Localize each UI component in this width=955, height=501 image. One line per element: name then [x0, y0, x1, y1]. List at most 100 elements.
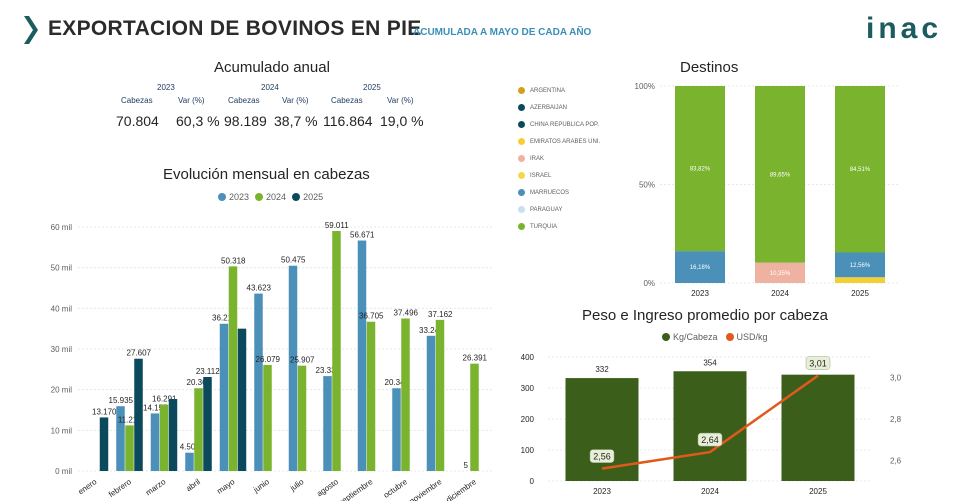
destinos-legend-item[interactable]: EMIRATOS ARABES UNI.	[518, 133, 600, 150]
peso-legend: Kg/Cabeza USD/kg	[662, 332, 768, 342]
data-label: 16,18%	[690, 265, 711, 271]
x-tick-label: marzo	[144, 477, 168, 497]
x-tick-label: 2025	[809, 487, 827, 496]
x-tick-label: 2023	[593, 487, 611, 496]
destinos-stacked-chart: 0% 50% 100% 16,18% 83,82% 2023 10,35% 89,65% 202…	[635, 82, 900, 298]
destinos-legend-item[interactable]: ISRAEL	[518, 167, 600, 184]
x-tick-label: octubre	[382, 477, 409, 500]
data-label: 20.349	[385, 378, 410, 387]
y-tick-label: 0 mil	[55, 467, 72, 476]
legend-item-usd[interactable]: USD/kg	[725, 332, 768, 342]
bar-2023	[116, 406, 125, 471]
x-tick-label: 2024	[771, 289, 789, 298]
stack-segment-marruecos	[835, 252, 885, 278]
destinos-legend-item[interactable]: PARAGUAY	[518, 201, 600, 218]
legend-swatch	[292, 193, 301, 201]
kpi-var-value: 60,3 %	[176, 113, 220, 129]
destinos-legend-item[interactable]: CHINA REPUBLICA POP.	[518, 116, 600, 133]
bar-2024	[297, 365, 307, 471]
stack-segment-emiratos-arabes-uni-	[835, 277, 885, 283]
bar-2024	[435, 319, 445, 471]
bar-2023	[254, 293, 263, 471]
monthly-bar-chart: 0 mil 10 mil 20 mil 30 mil 40 mil 50 mil 60 mi…	[51, 221, 492, 501]
legend-swatch	[518, 138, 525, 145]
data-label: 20.360	[187, 378, 212, 387]
stack-segment-turquia	[835, 86, 885, 253]
peso-combo-chart: 01002003004002,62,83,0332202335420243432…	[521, 353, 902, 496]
legend-label: PARAGUAY	[530, 206, 563, 213]
destinos-legend-item[interactable]: TURQUIA	[518, 218, 600, 235]
y-tick-label-right: 2,6	[890, 456, 902, 465]
legend-swatch	[725, 333, 734, 341]
stack-segment-turquia	[755, 86, 805, 263]
stack-segment-turquia	[675, 86, 725, 252]
kpi-var-header: Var (%)	[387, 96, 414, 105]
legend-item-2025[interactable]: 2025	[292, 192, 323, 202]
bar-2023	[392, 388, 401, 471]
bar-2024	[159, 404, 169, 471]
data-label: 84,51%	[850, 167, 871, 173]
kpi-heads-value: 98.189	[224, 113, 267, 129]
y-tick-label: 30 mil	[51, 345, 73, 354]
y-tick-label: 100%	[635, 82, 655, 91]
legend-label: ARGENTINA	[530, 87, 566, 94]
y-tick-label-left: 400	[521, 353, 535, 362]
kpi-heads-header: Cabezas	[331, 96, 363, 105]
x-tick-label: 2025	[851, 289, 869, 298]
data-label: 11.213	[118, 415, 142, 424]
bar-2023	[185, 452, 194, 471]
legend-swatch	[518, 87, 525, 94]
data-label: 37.496	[394, 309, 419, 318]
bar-2024	[125, 425, 134, 471]
y-tick-label: 50 mil	[51, 264, 73, 273]
legend-label: CHINA REPUBLICA POP.	[530, 121, 599, 128]
bar-2025	[168, 399, 178, 471]
x-tick-label: 2024	[701, 487, 719, 496]
destinos-legend-item[interactable]: AZERBAIJAN	[518, 99, 600, 116]
y-tick-label-left: 300	[521, 384, 535, 393]
y-tick-label-right: 2,8	[890, 415, 902, 424]
legend-label: Kg/Cabeza	[673, 332, 718, 342]
data-label: 33.249	[419, 326, 444, 335]
legend-swatch	[518, 155, 525, 162]
destinos-legend-item[interactable]: ARGENTINA	[518, 82, 600, 99]
data-label: 26.079	[256, 355, 281, 364]
data-label: 16.291	[152, 395, 177, 404]
data-label: 37.162	[428, 310, 453, 319]
chevron-right-icon	[24, 16, 38, 44]
monthly-chart-title: Evolución mensual en cabezas	[163, 166, 370, 183]
bar-2024	[194, 388, 203, 471]
kpi-var-value: 19,0 %	[380, 113, 424, 129]
legend-label: 2024	[266, 192, 287, 202]
data-label: 5	[464, 461, 469, 470]
legend-item-2023[interactable]: 2023	[218, 192, 249, 202]
kpi-var-header: Var (%)	[178, 96, 205, 105]
destinos-legend-item[interactable]: MARRUECOS	[518, 184, 600, 201]
data-label: 59.011	[325, 221, 349, 230]
data-label-box	[697, 432, 723, 447]
data-label: 50.475	[281, 256, 306, 265]
title-bar: EXPORTACION DE BOVINOS EN PIE ACUMULADA …	[0, 0, 955, 60]
y-tick-label: 0%	[643, 279, 655, 288]
stack-segment-marruecos	[675, 251, 725, 283]
legend-item-kg[interactable]: Kg/Cabeza	[662, 332, 718, 342]
kpi-var-value: 38,7 %	[274, 113, 318, 129]
data-label: 27.607	[127, 349, 152, 358]
stack-segment-irak	[755, 262, 805, 283]
y-tick-label: 20 mil	[51, 386, 73, 395]
page-title: EXPORTACION DE BOVINOS EN PIE	[48, 17, 422, 40]
x-tick-label: 2023	[691, 289, 709, 298]
kpi-var-header: Var (%)	[282, 96, 309, 105]
legend-swatch	[218, 193, 226, 201]
legend-label: 2025	[303, 192, 324, 202]
data-label: 10,35%	[770, 271, 791, 277]
legend-item-2024[interactable]: 2024	[255, 192, 286, 202]
bar-2023	[288, 265, 298, 471]
bar-2025	[134, 358, 143, 471]
bar-2023	[219, 323, 229, 471]
data-label: 2,64	[701, 435, 719, 445]
y-tick-label-left: 0	[530, 477, 535, 486]
kpi-heads-header: Cabezas	[121, 96, 153, 105]
destinos-legend-item[interactable]: IRAK	[518, 150, 600, 167]
bar-2024	[366, 321, 376, 471]
